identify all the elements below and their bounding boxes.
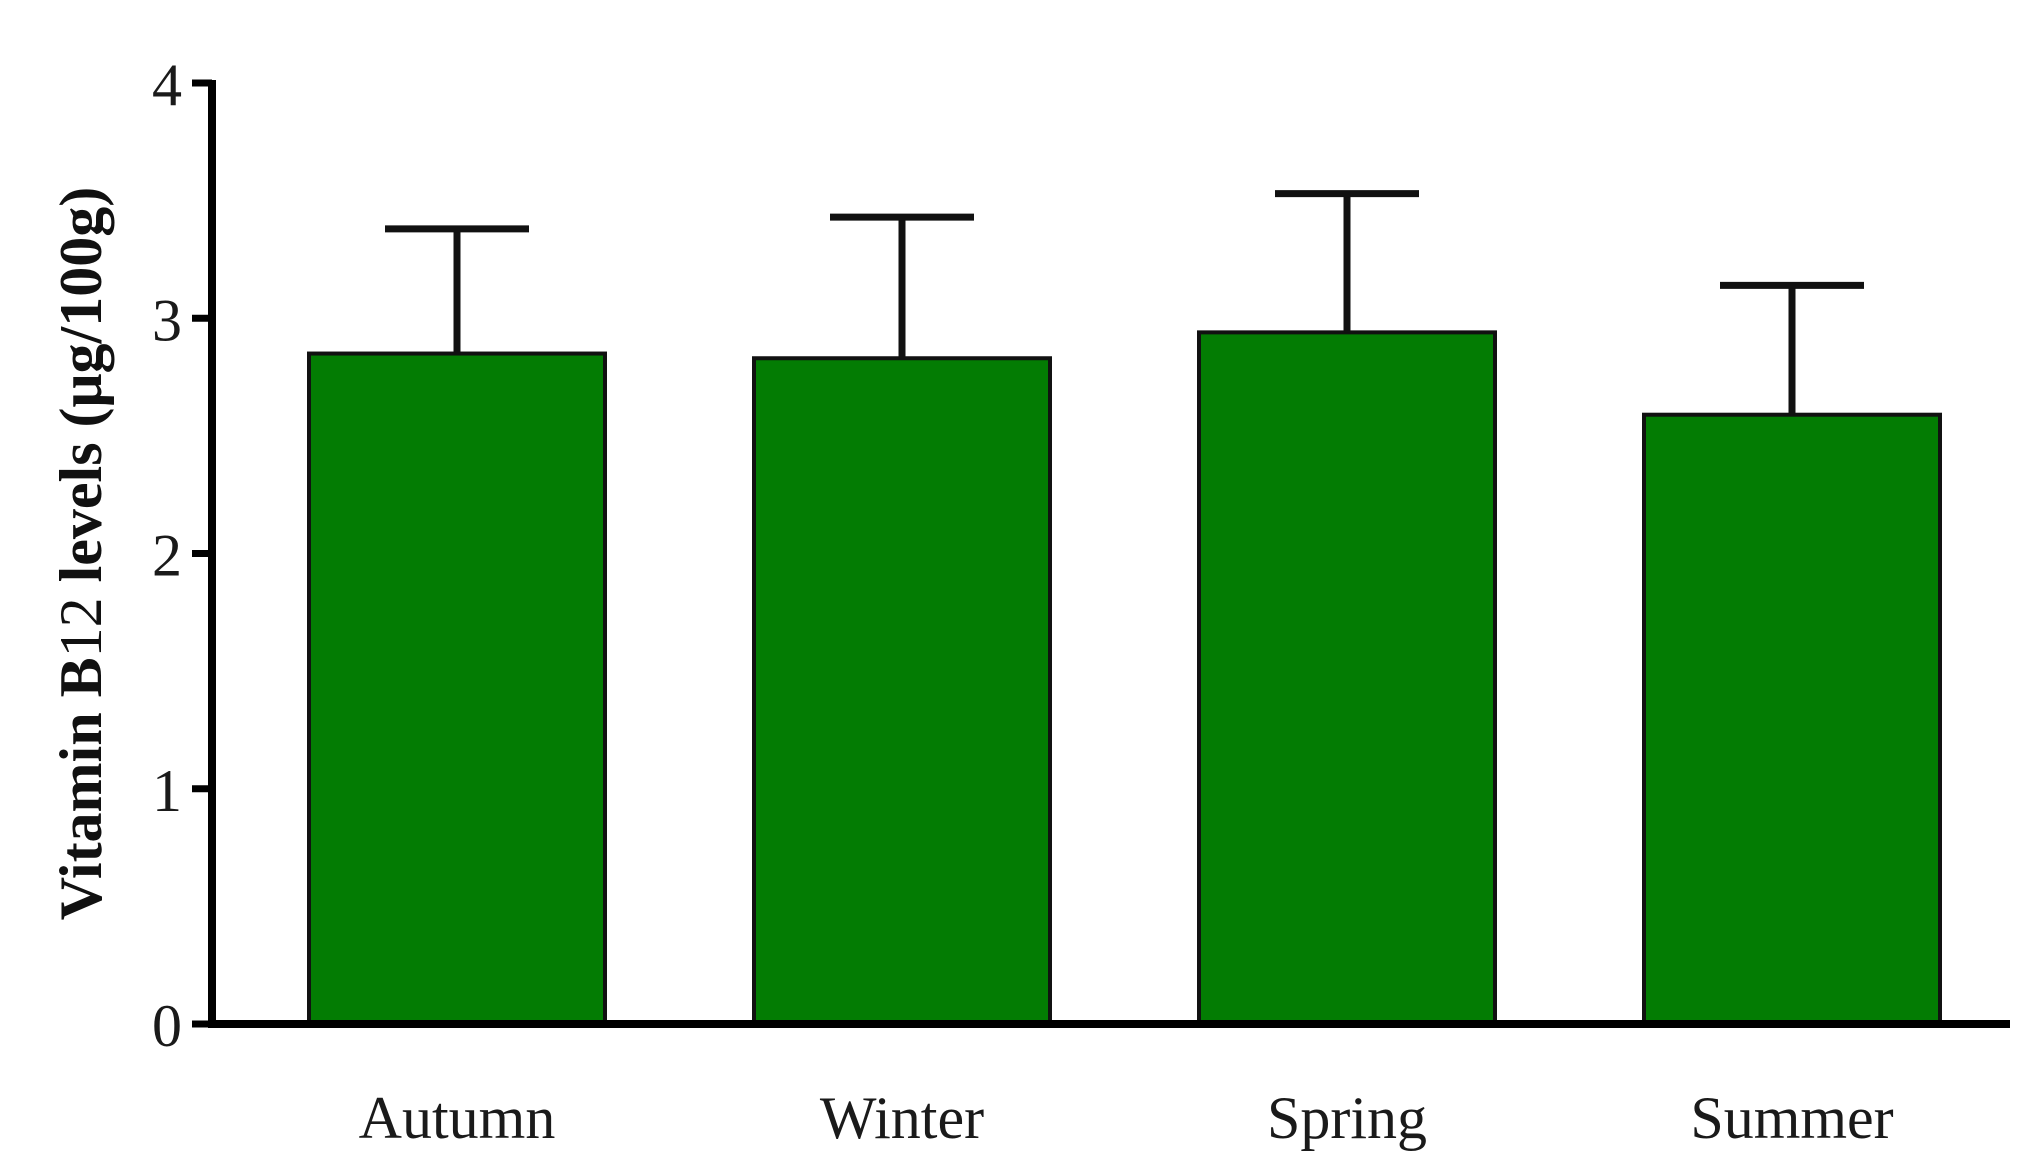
bar-winter	[752, 356, 1052, 1026]
y-tick-label-3: 3	[152, 287, 182, 353]
y-axis-title: Vitamin B12 levels (μg/100g)	[48, 187, 114, 920]
bar-spring	[1197, 330, 1497, 1026]
bar-autumn	[307, 351, 607, 1027]
y-axis-title-prefix: Vitamin B	[48, 657, 114, 920]
x-tick-label-winter: Winter	[820, 1085, 984, 1151]
y-tick-label-4: 4	[152, 52, 182, 118]
y-tick-label-1: 1	[152, 758, 182, 824]
y-tick-label-0: 0	[152, 993, 182, 1059]
x-tick-label-autumn: Autumn	[359, 1085, 556, 1151]
y-axis-title-suffix: levels (μg/100g)	[48, 187, 114, 598]
error-bars-layer	[385, 190, 1864, 415]
x-tick-label-summer: Summer	[1690, 1085, 1893, 1151]
y-tick-label-2: 2	[152, 523, 182, 589]
y-axis-title-subscript: 12	[48, 597, 114, 657]
bar-summer	[1642, 412, 1942, 1026]
x-category-labels-layer: Autumn Winter Spring Summer	[359, 1085, 1894, 1151]
x-tick-label-spring: Spring	[1267, 1085, 1427, 1151]
y-ticks-layer: 0 1 2 3 4	[152, 52, 212, 1059]
bars-layer	[307, 330, 1942, 1027]
